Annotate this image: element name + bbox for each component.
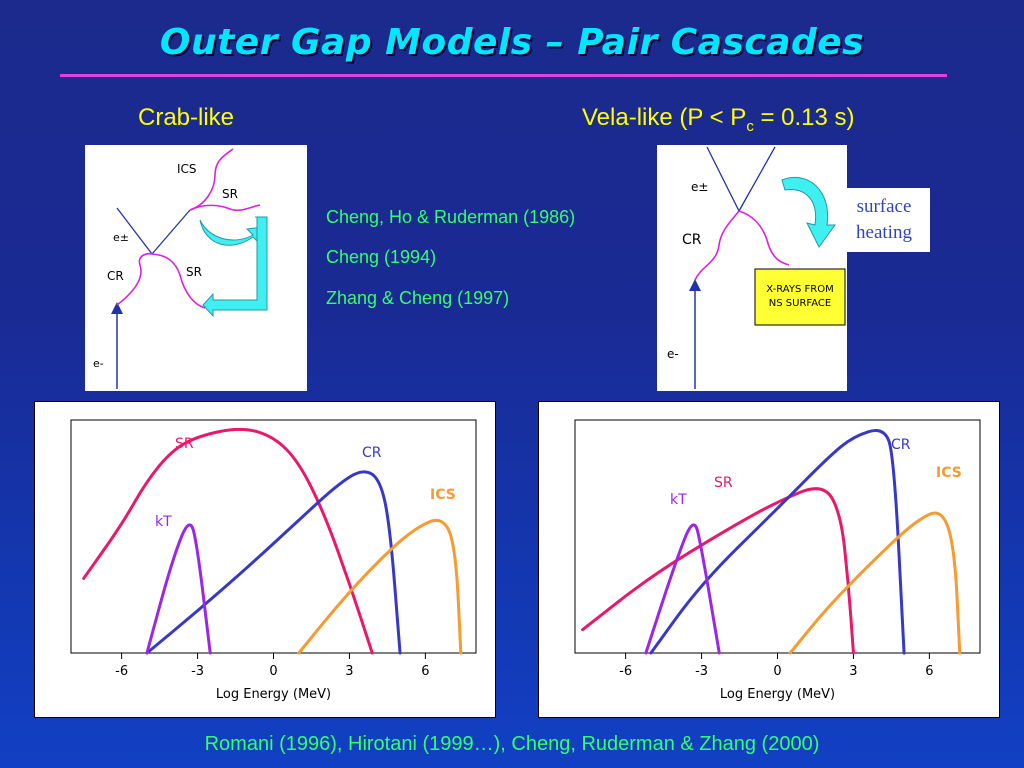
- crab-return-arrow: [202, 216, 268, 318]
- x-tick-label: 0: [773, 664, 781, 679]
- crab-cascade-diagram: ICS SR e± CR SR e-: [85, 145, 307, 391]
- reference-3: Zhang & Cheng (1997): [326, 288, 510, 308]
- series-label-kt: kT: [670, 492, 687, 508]
- series-label-ics: ICS: [430, 487, 456, 503]
- vela-spectrum-plot: -6 -3 0 3 6 Log Energy (MeV) SR CR ICS kT: [538, 401, 1000, 718]
- x-tick-label: 0: [269, 664, 277, 679]
- vela-heading-main: Vela-like (P < P: [582, 104, 747, 131]
- series-line-kt: [145, 523, 212, 655]
- x-tick-label: 3: [345, 664, 353, 679]
- x-tick-label: 6: [925, 664, 933, 679]
- vela-label-em: e-: [667, 347, 679, 361]
- footer-citations: Romani (1996), Hirotani (1999…), Cheng, …: [204, 733, 820, 755]
- crab-label-ics: ICS: [177, 162, 197, 176]
- xray-box: [754, 268, 846, 326]
- x-tick-label: 3: [849, 664, 857, 679]
- plot-frame: [574, 419, 981, 654]
- series-line-cr: [649, 428, 906, 655]
- series-label-cr: CR: [891, 437, 911, 453]
- crab-pair-track-right: [151, 209, 191, 255]
- vela-pair-track-right: [738, 146, 776, 212]
- crab-spectrum-svg: -6 -3 0 3 6 Log Energy (MeV) SR CR ICS kT: [70, 419, 477, 702]
- series-line-cr: [145, 470, 402, 655]
- series-line-ics: [788, 511, 962, 655]
- series-label-ics: ICS: [936, 465, 962, 481]
- surface-heating-box: surface heating: [838, 188, 930, 252]
- vela-cascade-diagram: X-RAYS FROM NS SURFACE e± CR e-: [657, 145, 847, 391]
- plot-frame: [70, 419, 477, 654]
- series-line-kt: [644, 523, 721, 655]
- vela-secondary-photon: [738, 210, 790, 266]
- crab-label-sr-bottom: SR: [186, 265, 202, 279]
- surface-heating-line1: surface: [856, 196, 912, 217]
- crab-curved-arrow: [199, 219, 264, 246]
- crab-ics-photon: [189, 148, 234, 211]
- series-label-kt: kT: [155, 514, 172, 530]
- x-tick-label: -6: [115, 664, 128, 679]
- surface-heating-line2: heating: [856, 222, 912, 243]
- series-line-ics: [297, 518, 463, 655]
- vela-heating-arrow: [781, 176, 836, 248]
- x-axis-label: Log Energy (MeV): [216, 687, 331, 702]
- crab-label-sr-top: SR: [222, 187, 238, 201]
- series-label-sr: SR: [175, 436, 194, 452]
- xray-text-1: X-RAYS FROM: [766, 284, 833, 295]
- crab-label-em: e-: [93, 357, 104, 370]
- x-tick-label: -3: [695, 664, 708, 679]
- vela-heading-end: = 0.13 s): [753, 104, 855, 131]
- reference-1: Cheng, Ho & Ruderman (1986): [326, 207, 576, 227]
- x-tick-label: -3: [191, 664, 204, 679]
- crab-heading: Crab-like: [138, 104, 235, 131]
- title-divider: [60, 74, 947, 77]
- series-label-cr: CR: [362, 445, 382, 461]
- vela-spectrum-svg: -6 -3 0 3 6 Log Energy (MeV) SR CR ICS kT: [574, 419, 981, 702]
- crab-cr-photon: [116, 252, 153, 306]
- vela-heading: Vela-like (P < Pc = 0.13 s): [582, 104, 855, 135]
- x-axis-label: Log Energy (MeV): [720, 687, 835, 702]
- series-label-sr: SR: [714, 475, 733, 491]
- reference-2: Cheng (1994): [326, 247, 437, 267]
- crab-label-cr: CR: [107, 269, 124, 283]
- series-line-sr: [82, 427, 374, 655]
- crab-spectrum-plot: -6 -3 0 3 6 Log Energy (MeV) SR CR ICS kT: [34, 401, 496, 718]
- vela-cr-photon: [694, 210, 740, 281]
- x-tick-label: -6: [619, 664, 632, 679]
- slide-title: Outer Gap Models – Pair Cascades: [159, 22, 865, 63]
- vela-heading-subscript: c: [746, 117, 754, 135]
- crab-pair-track-left: [116, 207, 153, 255]
- crab-sr-photon: [151, 253, 206, 309]
- xray-text-2: NS SURFACE: [769, 298, 831, 309]
- x-tick-label: 6: [421, 664, 429, 679]
- series-line-sr: [581, 487, 855, 655]
- vela-label-cr: CR: [682, 232, 702, 248]
- vela-pair-track-left: [706, 146, 740, 212]
- crab-sr-photon-top: [189, 204, 261, 212]
- crab-label-epm: e±: [113, 231, 129, 244]
- vela-label-epm: e±: [691, 180, 708, 194]
